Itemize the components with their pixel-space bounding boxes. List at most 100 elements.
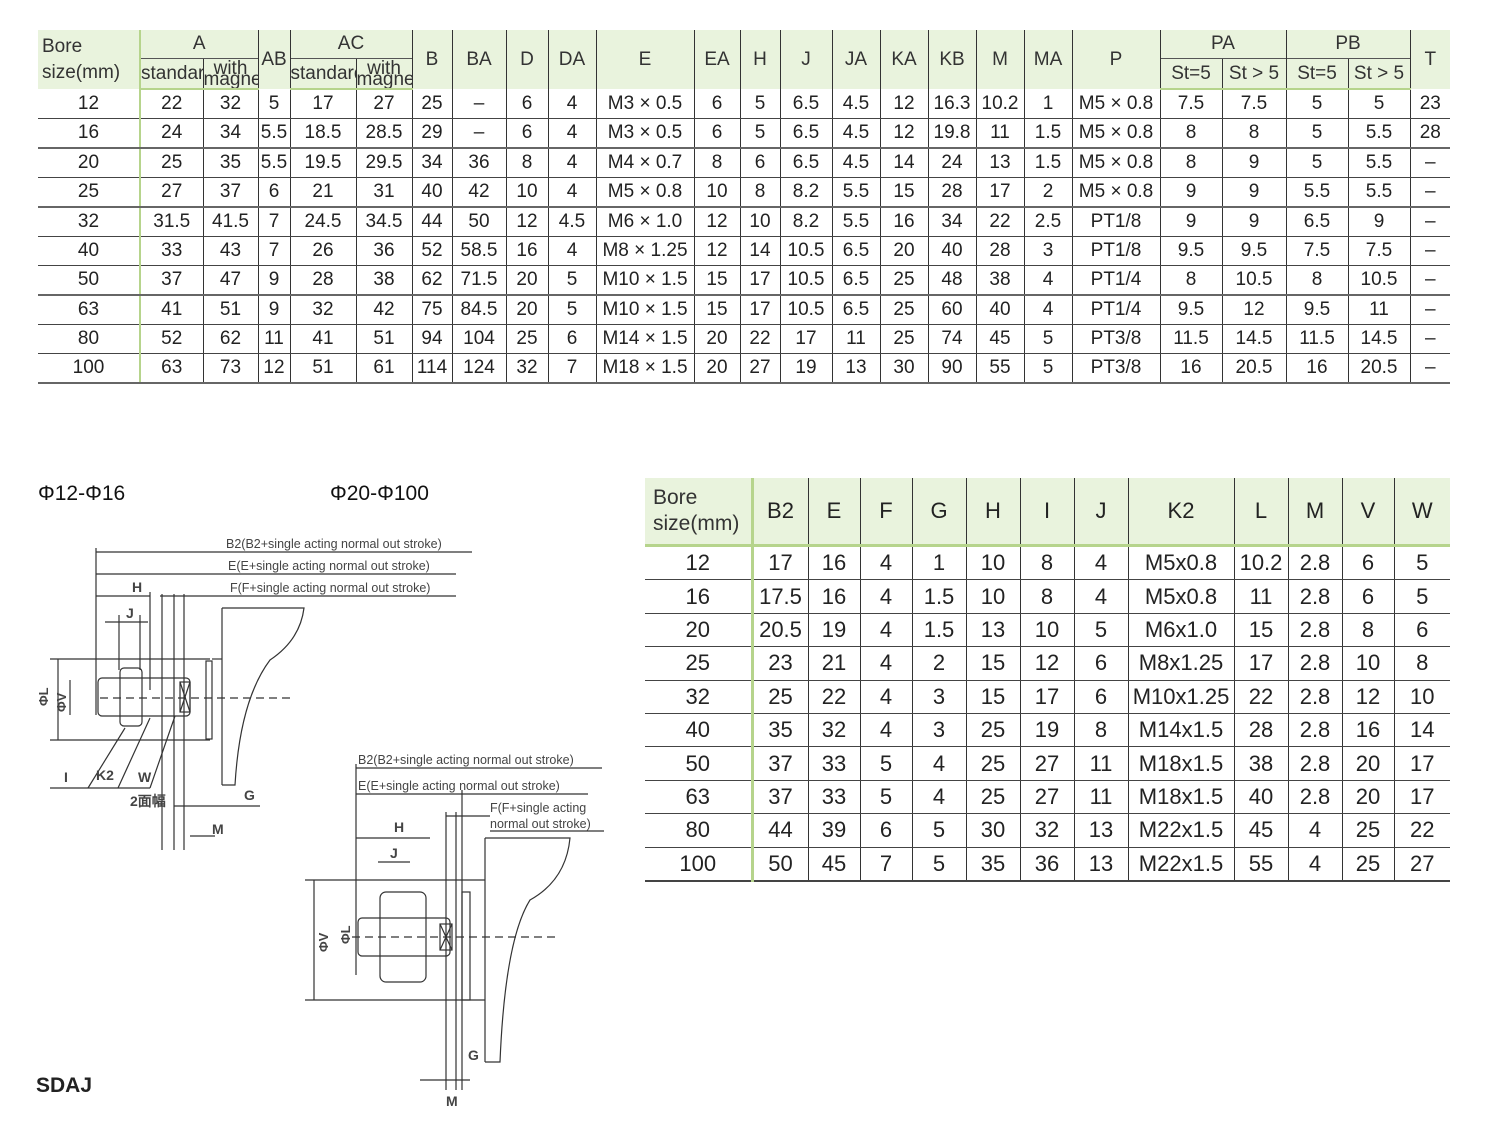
table-cell: 19.5: [289, 148, 356, 178]
table-cell: 32: [807, 713, 860, 748]
diagram-caption-small-bore: Φ12-Φ16: [38, 482, 126, 505]
table-cell: 17.5: [751, 579, 808, 614]
table-cell: 25: [751, 680, 808, 714]
table-body: 12 17 16 4 1 10 8 4 M5x0.8 10.2 2.8 6 5 16 17.5 16 4 1.5 1…: [645, 545, 1450, 882]
dimension-table-rod-end: Bore size(mm) B2 E F G H I J K2 L M V W 12 17 16 4 1 10 8 4…: [645, 478, 1450, 882]
bore-size-cell: 16: [38, 118, 141, 149]
table-cell: 8: [1159, 148, 1222, 178]
table-cell: 16: [807, 545, 860, 581]
table-cell: 33: [807, 746, 860, 781]
table-cell: 10: [1341, 646, 1394, 681]
table-cell: 48: [927, 265, 976, 296]
table-cell: 60: [927, 295, 976, 325]
table-cell: 17: [975, 177, 1024, 208]
table-row: 12 22 32 5 17 27 25–6 4 M3 × 0.5 6 5 6.5 4.5 12 16.3 10…: [38, 89, 1451, 119]
model-name: SDAJ: [36, 1074, 93, 1097]
table-cell: 41: [139, 295, 203, 325]
label-f-line2: normal out stroke): [490, 817, 591, 831]
table-cell: 5: [257, 89, 290, 119]
table-cell: 2.8: [1287, 680, 1342, 714]
table-cell: 13: [975, 148, 1024, 178]
table-cell: 11.5: [1285, 324, 1348, 354]
table-row: 12 17 16 4 1 10 8 4 M5x0.8 10.2 2.8 6 5: [645, 545, 1450, 581]
table-cell: 26: [289, 236, 356, 266]
table-cell: 5: [547, 295, 596, 325]
table-cell: 15: [965, 646, 1020, 681]
table-cell: 6: [1073, 680, 1128, 714]
bore-size-cell: 25: [645, 646, 754, 681]
table-cell: 6: [1341, 545, 1394, 581]
header-b2: B2: [751, 478, 808, 547]
table-cell: 27: [355, 89, 412, 119]
bore-size-header: Bore size(mm): [38, 30, 141, 89]
table-cell: 25: [505, 324, 548, 354]
table-cell: 6: [693, 118, 740, 149]
table-cell: 22: [807, 680, 860, 714]
table-cell: 12: [1221, 295, 1286, 325]
table-cell: 3: [911, 680, 966, 714]
table-cell: 35: [202, 148, 258, 178]
table-cell: 10.2: [975, 89, 1024, 119]
header-PA-st-eq-5: St=5: [1159, 58, 1222, 90]
table-cell: 38: [1233, 746, 1288, 781]
table-cell: 31: [355, 177, 412, 208]
table-cell: 42: [355, 295, 412, 325]
table-cell: 7.5: [1221, 89, 1286, 119]
table-cell: 11: [975, 118, 1024, 149]
header-B: B: [411, 30, 452, 89]
table-cell: M10 × 1.5: [595, 265, 694, 296]
table-cell: 15: [1233, 613, 1288, 648]
dimension-table-main: Bore size(mm) A AB AC B BA D DA E EA H J …: [38, 30, 1451, 384]
table-cell: 9.5: [1159, 236, 1222, 266]
table-cell: 8: [1159, 265, 1222, 296]
table-cell: PT1/4: [1071, 295, 1160, 325]
table-cell: 34: [411, 148, 452, 178]
bore-size-cell: 80: [38, 324, 141, 354]
table-cell: 31.5: [139, 207, 203, 237]
table-cell: PT1/4: [1071, 265, 1160, 296]
header-P: P: [1071, 30, 1160, 89]
table-cell: 51: [355, 324, 412, 354]
table-cell: M8x1.25: [1127, 646, 1234, 681]
table-cell: 8: [1019, 545, 1074, 581]
bore-size-cell: 50: [645, 746, 754, 781]
label-b2: B2(B2+single acting normal out stroke): [226, 537, 442, 551]
table-row: 20 20.5 19 4 1.5 13 10 5 M6x1.0 15 2.8 8 6: [645, 613, 1450, 648]
table-cell: 25: [965, 780, 1020, 815]
table-cell: 12: [1341, 680, 1394, 714]
table-cell: M22x1.5: [1127, 813, 1234, 848]
table-cell: 6: [505, 89, 548, 119]
table-cell: 1: [911, 545, 966, 581]
table-cell: 61: [355, 353, 412, 384]
table-cell: 12: [505, 207, 548, 237]
table-cell: 10.2: [1233, 545, 1288, 581]
header-f: F: [859, 478, 912, 547]
bore-size-cell: 100: [645, 847, 754, 882]
table-cell: 2.8: [1287, 646, 1342, 681]
table-cell: 6: [1073, 646, 1128, 681]
table-cell: 19: [779, 353, 832, 384]
table-cell: 25: [139, 148, 203, 178]
label-h: H: [132, 579, 142, 595]
diagram-large-bore: [305, 764, 604, 1090]
table-cell: 4: [547, 89, 596, 119]
table-cell: 17: [779, 324, 832, 354]
table-cell: 33: [139, 236, 203, 266]
label-f: F(F+single acting normal out stroke): [230, 581, 430, 595]
header-M: M: [975, 30, 1024, 89]
table-cell: M5x0.8: [1127, 545, 1234, 581]
table-cell: 14: [1393, 713, 1450, 748]
table-cell: 25: [965, 746, 1020, 781]
table-cell: 10.5: [779, 295, 832, 325]
table-cell: 5: [1393, 579, 1450, 614]
table-cell: 37: [202, 177, 258, 208]
table-cell: 10: [693, 177, 740, 208]
table-cell: 16: [505, 236, 548, 266]
table-cell: 5: [1285, 118, 1348, 149]
table-cell: 5: [911, 847, 966, 882]
table-cell: 20: [505, 265, 548, 296]
table-cell: M18x1.5: [1127, 780, 1234, 815]
table-cell: 33: [807, 780, 860, 815]
table-row: 100 50 45 7 5 35 36 13 M22x1.5 55 4 25 27: [645, 847, 1450, 882]
table-cell: 22: [739, 324, 780, 354]
